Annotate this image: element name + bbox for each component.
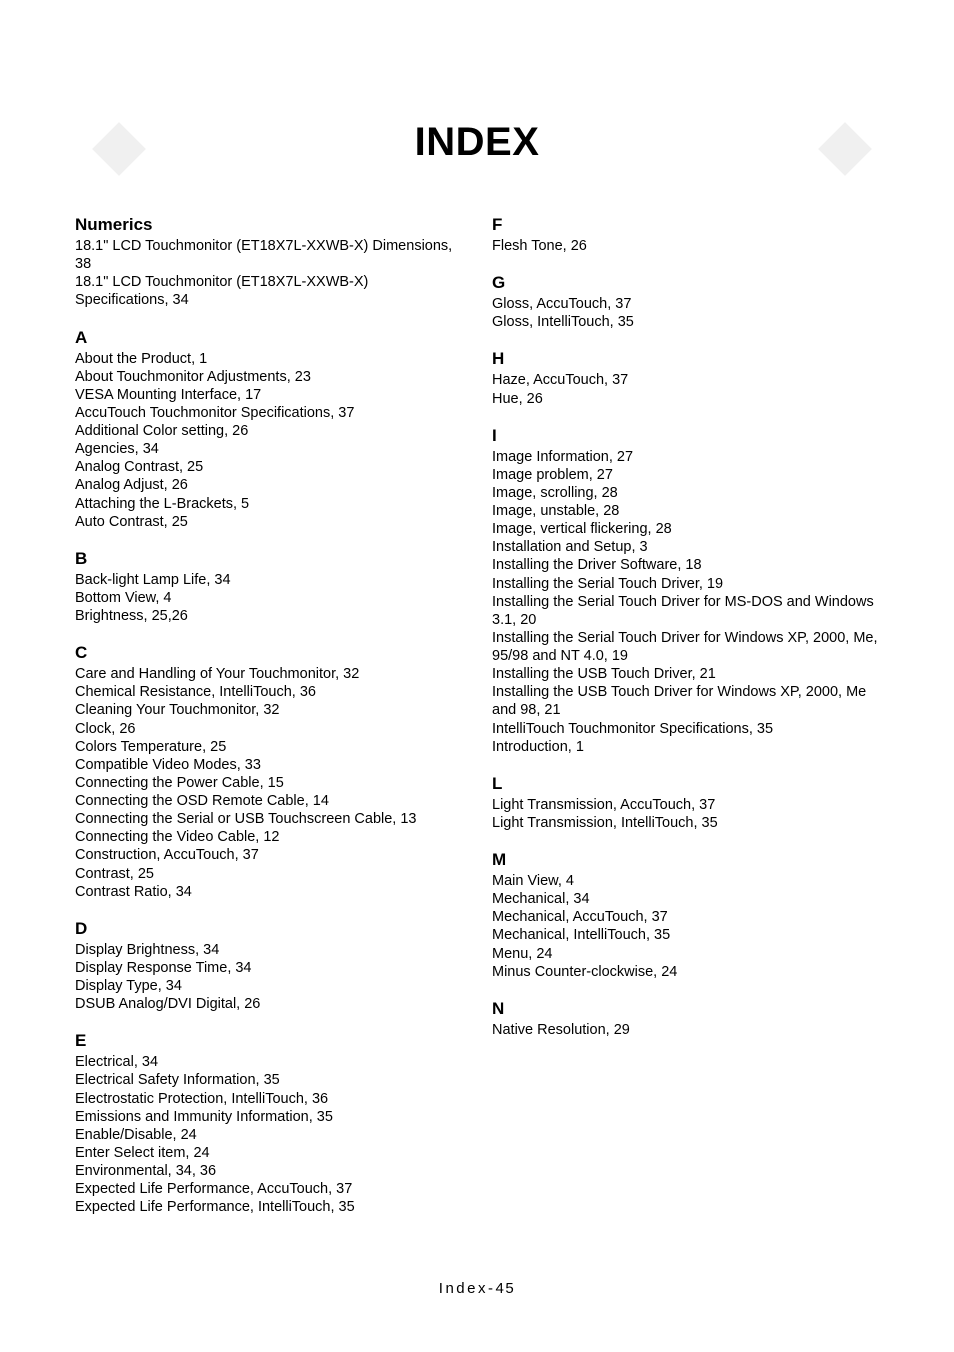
index-entry: Installing the USB Touch Driver, 21: [492, 665, 879, 683]
index-entry: Image Information, 27: [492, 448, 879, 466]
section-head: L: [492, 774, 879, 794]
index-entry: Mechanical, 34: [492, 890, 879, 908]
index-entry: Electrostatic Protection, IntelliTouch, …: [75, 1090, 462, 1108]
index-entry: Enable/Disable, 24: [75, 1126, 462, 1144]
index-entry: 18.1" LCD Touchmonitor (ET18X7L-XXWB-X) …: [75, 237, 462, 273]
section-head: C: [75, 643, 462, 663]
index-entry: Display Response Time, 34: [75, 959, 462, 977]
index-entry: Image, unstable, 28: [492, 502, 879, 520]
left-column: Numerics18.1" LCD Touchmonitor (ET18X7L-…: [75, 215, 462, 1216]
index-entry: Colors Temperature, 25: [75, 738, 462, 756]
index-entry: Native Resolution, 29: [492, 1021, 879, 1039]
index-entry: Installing the Serial Touch Driver, 19: [492, 575, 879, 593]
index-entry: Emissions and Immunity Information, 35: [75, 1108, 462, 1126]
index-entry: Enter Select item, 24: [75, 1144, 462, 1162]
index-entry: Hue, 26: [492, 390, 879, 408]
index-entry: Environmental, 34, 36: [75, 1162, 462, 1180]
index-entry: Gloss, IntelliTouch, 35: [492, 313, 879, 331]
index-entry: DSUB Analog/DVI Digital, 26: [75, 995, 462, 1013]
footer-label: Index-: [439, 1280, 496, 1297]
index-entry: About the Product, 1: [75, 350, 462, 368]
index-entry: Installing the USB Touch Driver for Wind…: [492, 683, 879, 719]
index-entry: Minus Counter-clockwise, 24: [492, 963, 879, 981]
index-entry: Main View, 4: [492, 872, 879, 890]
section-head: A: [75, 328, 462, 348]
index-entry: Expected Life Performance, IntelliTouch,…: [75, 1198, 462, 1216]
index-entry: Analog Adjust, 26: [75, 476, 462, 494]
index-entry: Display Brightness, 34: [75, 941, 462, 959]
section-head: G: [492, 273, 879, 293]
index-entry: Image, vertical flickering, 28: [492, 520, 879, 538]
footer-page-number: 45: [496, 1280, 516, 1297]
index-entry: Agencies, 34: [75, 440, 462, 458]
right-column: F Flesh Tone, 26 G Gloss, AccuTouch, 37Glos…: [492, 215, 879, 1216]
index-entry: Additional Color setting, 26: [75, 422, 462, 440]
index-entry: Flesh Tone, 26: [492, 237, 879, 255]
index-entry: Image, scrolling, 28: [492, 484, 879, 502]
index-columns: Numerics18.1" LCD Touchmonitor (ET18X7L-…: [75, 215, 879, 1216]
index-entry: Contrast Ratio, 34: [75, 883, 462, 901]
index-entry: Auto Contrast, 25: [75, 513, 462, 531]
index-entry: Gloss, AccuTouch, 37: [492, 295, 879, 313]
index-entry: Connecting the Power Cable, 15: [75, 774, 462, 792]
index-entry: Construction, AccuTouch, 37: [75, 846, 462, 864]
index-entry: Back-light Lamp Life, 34: [75, 571, 462, 589]
index-entry: Haze, AccuTouch, 37: [492, 371, 879, 389]
index-entry: Light Transmission, IntelliTouch, 35: [492, 814, 879, 832]
section-head: N: [492, 999, 879, 1019]
page-title: INDEX: [75, 120, 879, 165]
index-entry: Analog Contrast, 25: [75, 458, 462, 476]
index-entry: Care and Handling of Your Touchmonitor, …: [75, 665, 462, 683]
index-entry: Compatible Video Modes, 33: [75, 756, 462, 774]
index-entry: Connecting the OSD Remote Cable, 14: [75, 792, 462, 810]
index-entry: Expected Life Performance, AccuTouch, 37: [75, 1180, 462, 1198]
index-entry: Brightness, 25,26: [75, 607, 462, 625]
index-entry: Installing the Driver Software, 18: [492, 556, 879, 574]
index-entry: Chemical Resistance, IntelliTouch, 36: [75, 683, 462, 701]
section-head: B: [75, 549, 462, 569]
index-entry: AccuTouch Touchmonitor Specifications, 3…: [75, 404, 462, 422]
index-entry: Contrast, 25: [75, 865, 462, 883]
index-entry: Electrical, 34: [75, 1053, 462, 1071]
index-entry: 18.1" LCD Touchmonitor (ET18X7L-XXWB-X) …: [75, 273, 462, 309]
section-head: D: [75, 919, 462, 939]
page-footer: Index-45: [0, 1280, 954, 1297]
index-entry: Mechanical, IntelliTouch, 35: [492, 926, 879, 944]
index-entry: Mechanical, AccuTouch, 37: [492, 908, 879, 926]
section-head: H: [492, 349, 879, 369]
section-head: F: [492, 215, 879, 235]
index-entry: Installing the Serial Touch Driver for M…: [492, 593, 879, 629]
section-head: E: [75, 1031, 462, 1051]
index-entry: Introduction, 1: [492, 738, 879, 756]
index-entry: Display Type, 34: [75, 977, 462, 995]
index-entry: Light Transmission, AccuTouch, 37: [492, 796, 879, 814]
section-head: Numerics: [75, 215, 462, 235]
section-head: M: [492, 850, 879, 870]
index-entry: Image problem, 27: [492, 466, 879, 484]
index-entry: Installing the Serial Touch Driver for W…: [492, 629, 879, 665]
index-entry: Menu, 24: [492, 945, 879, 963]
index-entry: Connecting the Video Cable, 12: [75, 828, 462, 846]
section-head: I: [492, 426, 879, 446]
index-entry: Bottom View, 4: [75, 589, 462, 607]
index-entry: Connecting the Serial or USB Touchscreen…: [75, 810, 462, 828]
index-entry: Installation and Setup, 3: [492, 538, 879, 556]
index-entry: Electrical Safety Information, 35: [75, 1071, 462, 1089]
index-entry: IntelliTouch Touchmonitor Specifications…: [492, 720, 879, 738]
index-entry: VESA Mounting Interface, 17: [75, 386, 462, 404]
index-entry: Attaching the L-Brackets, 5: [75, 495, 462, 513]
index-entry: Clock, 26: [75, 720, 462, 738]
index-entry: Cleaning Your Touchmonitor, 32: [75, 701, 462, 719]
index-entry: About Touchmonitor Adjustments, 23: [75, 368, 462, 386]
